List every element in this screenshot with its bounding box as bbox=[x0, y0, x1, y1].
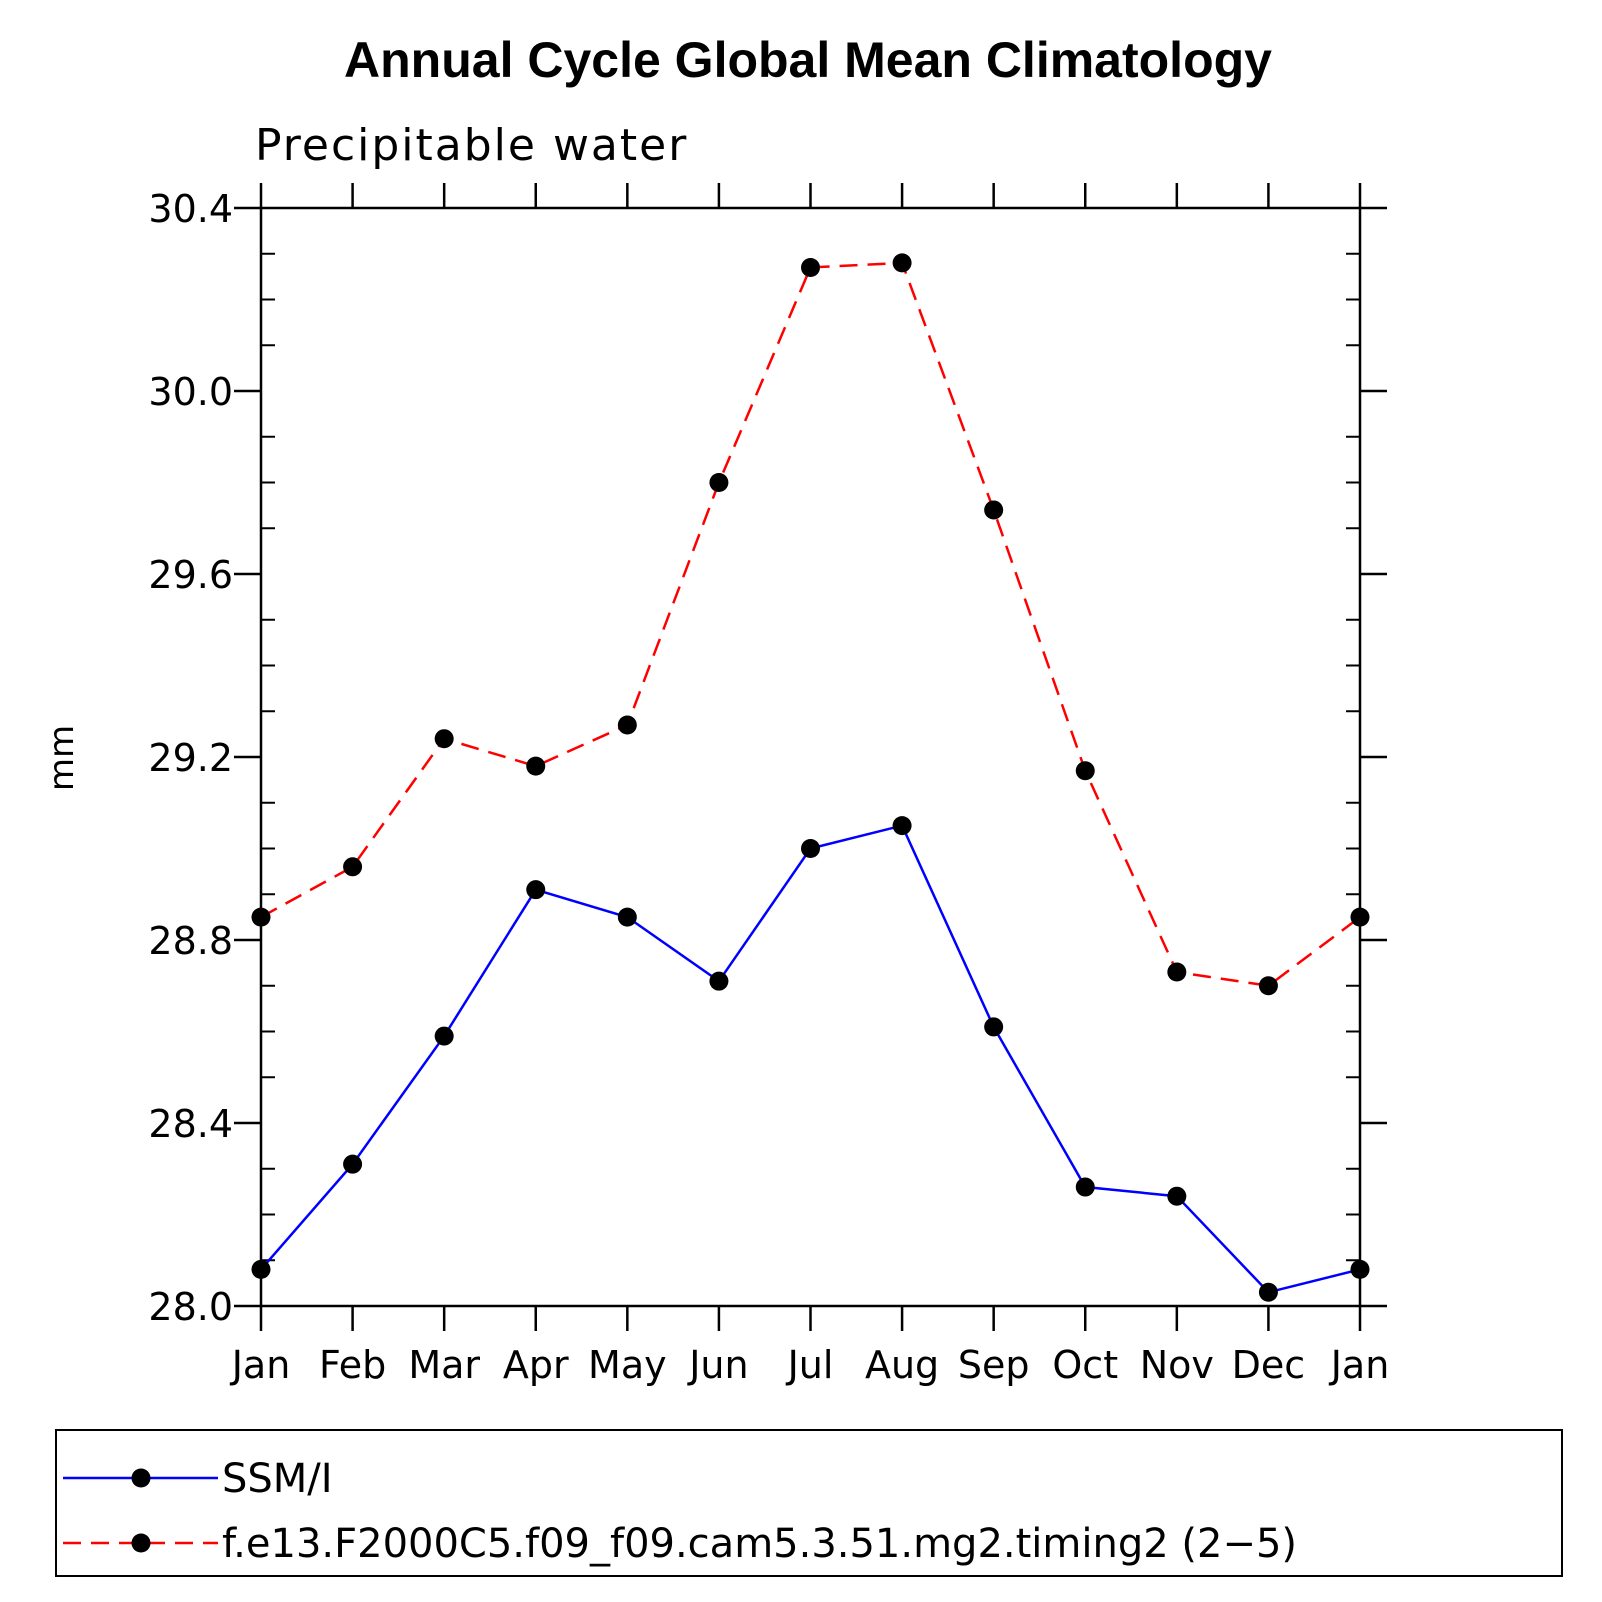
x-tick-label: Aug bbox=[865, 1343, 939, 1387]
series-2-point bbox=[526, 756, 546, 776]
x-tick-label: Nov bbox=[1140, 1343, 1214, 1387]
y-tick-label: 28.4 bbox=[148, 1102, 233, 1146]
x-tick-label: Feb bbox=[319, 1343, 386, 1387]
series-2-point bbox=[1350, 907, 1370, 927]
y-tick-label: 29.2 bbox=[148, 736, 233, 780]
plot-area: Jan Feb Mar Apr May Jun Jul Aug Sep Oct Nov Dec Jan 2… bbox=[148, 183, 1389, 1387]
y-tick-label: 30.0 bbox=[148, 370, 233, 414]
series-1-point bbox=[617, 907, 637, 927]
chart-subtitle: Precipitable water bbox=[255, 120, 688, 171]
series-1-point bbox=[1350, 1259, 1370, 1279]
legend-box bbox=[55, 1429, 1563, 1577]
series-2-point bbox=[1075, 761, 1095, 781]
series-1-point bbox=[892, 816, 912, 836]
chart-title: Annual Cycle Global Mean Climatology bbox=[344, 32, 1272, 88]
y-tick-label: 30.4 bbox=[148, 187, 233, 231]
series-2-point bbox=[709, 473, 729, 492]
x-tick-label: May bbox=[588, 1343, 667, 1387]
series-1-point bbox=[343, 1154, 363, 1174]
series-1-point bbox=[709, 971, 729, 991]
series-1-point bbox=[1167, 1186, 1187, 1206]
plot-frame bbox=[259, 206, 1362, 1308]
series-2-point bbox=[343, 857, 363, 877]
y-tick-label: 29.6 bbox=[148, 553, 233, 597]
x-tick-label: Jun bbox=[687, 1343, 748, 1387]
series-1-point bbox=[801, 839, 820, 858]
x-tick-label: Oct bbox=[1052, 1343, 1118, 1387]
series-2-point bbox=[984, 500, 1004, 520]
x-tick-label: Sep bbox=[958, 1343, 1030, 1387]
series-line-2 bbox=[260, 261, 1361, 988]
x-tick-label: Dec bbox=[1232, 1343, 1306, 1387]
series-2-point bbox=[251, 907, 271, 927]
y-tick-label: 28.0 bbox=[148, 1285, 233, 1329]
legend-marker-2 bbox=[131, 1533, 151, 1553]
x-tick-label: Apr bbox=[503, 1343, 569, 1387]
y-axis-label: mm bbox=[42, 725, 82, 791]
series-line-1 bbox=[260, 824, 1361, 1294]
series-2-point bbox=[1167, 962, 1187, 982]
series-1-point bbox=[434, 1026, 454, 1046]
series-1-point bbox=[251, 1259, 271, 1279]
series-2-point bbox=[892, 253, 912, 273]
y-tick-label: 28.8 bbox=[148, 919, 233, 963]
x-tick-label: Mar bbox=[408, 1343, 480, 1387]
series-2-point bbox=[801, 257, 820, 277]
x-tick-label: Jan bbox=[1329, 1343, 1390, 1387]
legend: SSM/I f.e13.F2000C5.f09_f09.cam5.3.51.mg2… bbox=[63, 1456, 1297, 1567]
series-2-point bbox=[1258, 976, 1278, 996]
x-tick-label: Jul bbox=[786, 1343, 834, 1387]
series-1-point bbox=[526, 880, 546, 900]
legend-label-1: SSM/I bbox=[222, 1456, 333, 1502]
legend-marker-1 bbox=[131, 1468, 151, 1488]
legend-label-2: f.e13.F2000C5.f09_f09.cam5.3.51.mg2.timi… bbox=[222, 1521, 1297, 1567]
series-1-point bbox=[1258, 1282, 1278, 1302]
x-tick-label: Jan bbox=[230, 1343, 291, 1387]
series-2-point bbox=[617, 715, 637, 735]
series-2-point bbox=[434, 729, 454, 749]
series-1-point bbox=[984, 1017, 1004, 1037]
series-1-point bbox=[1075, 1177, 1095, 1197]
